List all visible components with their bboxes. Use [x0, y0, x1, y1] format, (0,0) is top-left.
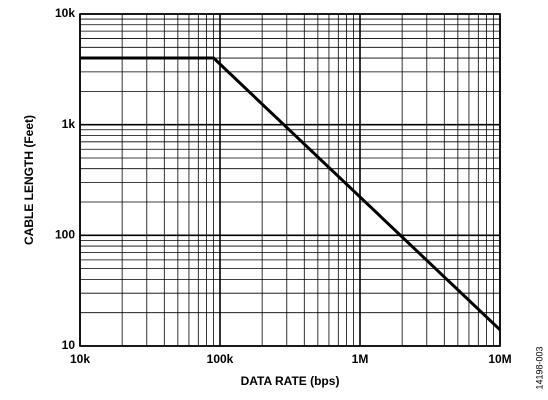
- x-tick-label: 10k: [70, 352, 90, 366]
- y-tick-label: 10: [62, 338, 76, 352]
- y-tick-label: 1k: [62, 117, 76, 131]
- y-tick-label: 100: [55, 228, 75, 242]
- x-tick-label: 1M: [352, 352, 369, 366]
- y-tick-label: 10k: [55, 6, 75, 20]
- plot-frame: [79, 13, 501, 347]
- data-line: [80, 56, 502, 331]
- y-axis-label: CABLE LENGTH (Feet): [22, 115, 36, 245]
- x-axis-label: DATA RATE (bps): [241, 374, 340, 388]
- figure-id: 14198-003: [534, 346, 544, 389]
- x-tick-label: 10M: [488, 352, 511, 366]
- x-tick-label: 100k: [207, 352, 234, 366]
